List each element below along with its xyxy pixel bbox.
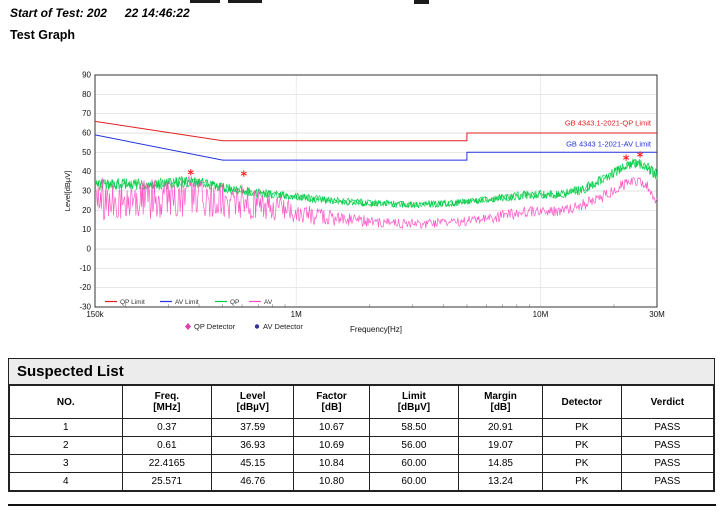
y-tick-label: 0: [87, 245, 92, 254]
table-cell: 0.61: [121, 436, 213, 455]
trace-av: [94, 175, 658, 230]
table-cell: 45.15: [211, 454, 295, 473]
table-cell: 14.85: [458, 454, 543, 473]
table-cell: PASS: [620, 418, 715, 437]
test-graph-heading: Test Graph: [10, 28, 76, 42]
legend-label: AV: [264, 299, 273, 306]
suspected-list-title: Suspected List: [9, 359, 714, 385]
x-tick-label: 1M: [291, 310, 302, 319]
start-of-test-time: 22 14:46:22: [124, 6, 190, 20]
y-tick-label: 30: [82, 187, 91, 196]
x-tick-label: 30M: [649, 310, 665, 319]
table-cell: PK: [541, 472, 622, 491]
table-row: 4 25.571 46.76 10.80 60.00 13.24 PK PASS: [9, 472, 715, 491]
table-cell: 60.00: [368, 454, 460, 473]
legend-label: QP: [230, 299, 239, 306]
x-tick-label: 150k: [86, 310, 104, 319]
legend-label: QP Limit: [120, 299, 145, 306]
table-cell: 2: [9, 436, 123, 455]
y-tick-label: 90: [82, 71, 91, 80]
table-header: NO. Freq. [MHz] Level [dBµV] Factor [dB] Limit[…: [9, 385, 715, 419]
av-detector-marker-icon: [254, 324, 260, 329]
cropped-text-artifact: [414, 0, 429, 4]
table-cell: 0.37: [121, 418, 213, 437]
suspected-list-table: NO. Freq. [MHz] Level [dBµV] Factor [dB] Limit[…: [9, 385, 715, 491]
limit-label: GB 4343.1-2021-QP Limit: [565, 118, 652, 127]
x-axis-title: Frequency[Hz]: [350, 325, 402, 334]
column-header: Verdict: [620, 385, 715, 419]
marker-asterisk: [623, 154, 630, 161]
table-cell: PK: [541, 454, 622, 473]
column-header: Level [dBµV]: [211, 385, 295, 419]
limit-line: [94, 134, 657, 161]
y-tick-label: 60: [82, 129, 91, 138]
plot-border: [94, 74, 658, 308]
table-cell: 13.24: [458, 472, 543, 491]
y-tick-label: 40: [82, 167, 91, 176]
legend-label: AV Limit: [175, 299, 199, 306]
y-tick-label: 50: [82, 148, 91, 157]
trace-qp: [94, 159, 658, 209]
table-cell: 4: [9, 472, 123, 491]
y-tick-label: -10: [79, 264, 91, 273]
header-row: NO. Freq. [MHz] Level [dBµV] Factor [dB] Limit[…: [9, 385, 715, 419]
table-row: 1 0.37 37.59 10.67 58.50 20.91 PK PASS: [9, 418, 715, 437]
table-cell: 46.76: [211, 472, 295, 491]
cropped-text-artifact: [228, 0, 262, 3]
qp-detector-marker-icon: [185, 323, 191, 330]
table-cell: 60.00: [368, 472, 460, 491]
column-header: Margin [dB]: [458, 385, 543, 419]
emission-chart: -30 -20 -10 0 10 20 30 40 50 60 70 80 90 150k 1M 10M 30M…: [63, 71, 665, 335]
table-body: 1 0.37 37.59 10.67 58.50 20.91 PK PASS 2 0.61 36.9…: [9, 418, 715, 491]
marker-asterisk: [187, 169, 194, 176]
limit-label: GB 4343 1-2021-AV Limit: [566, 140, 652, 149]
table-cell: 10.69: [293, 436, 370, 455]
trace-qp: [94, 157, 658, 209]
y-tick-label: 80: [82, 90, 91, 99]
y-tick-label: -20: [79, 283, 91, 292]
cropped-text-artifact: [190, 0, 220, 3]
marker-asterisk: [240, 170, 247, 177]
table-cell: PASS: [620, 454, 715, 473]
y-axis-title: Level[dBµV]: [63, 171, 72, 212]
table-cell: 10.67: [293, 418, 370, 437]
table-cell: 10.80: [293, 472, 370, 491]
table-cell: 56.00: [368, 436, 460, 455]
column-header: Detector: [541, 385, 622, 419]
table-cell: 20.91: [458, 418, 543, 437]
table-cell: 10.84: [293, 454, 370, 473]
limit-line: [94, 120, 657, 142]
table-cell: PASS: [620, 472, 715, 491]
marker-asterisk: [637, 151, 644, 158]
table-cell: PASS: [620, 436, 715, 455]
table-cell: PK: [541, 418, 622, 437]
detector-legend-label: AV Detector: [263, 322, 303, 331]
table-cell: PK: [541, 436, 622, 455]
table-row: 2 0.61 36.93 10.69 56.00 19.07 PK PASS: [9, 436, 715, 455]
y-tick-label: -30: [79, 303, 91, 312]
y-tick-label: 20: [82, 206, 91, 215]
column-header: Freq. [MHz]: [121, 385, 213, 419]
y-tick-label: 70: [82, 109, 91, 118]
start-of-test-line: Start of Test: 202 22 14:46:22: [10, 6, 190, 20]
table-cell: 19.07: [458, 436, 543, 455]
table-cell: 37.59: [211, 418, 295, 437]
table-row: 3 22.4165 45.15 10.84 60.00 14.85 PK PASS: [9, 454, 715, 473]
x-tick-label: 10M: [533, 310, 549, 319]
column-header: Limit [dBµV]: [368, 385, 460, 419]
table-cell: 22.4165: [121, 454, 213, 473]
start-of-test-label: Start of Test: 202: [10, 6, 107, 20]
table-cell: 1: [9, 418, 123, 437]
y-tick-label: 10: [82, 225, 91, 234]
table-cell: 25.571: [121, 472, 213, 491]
detector-legend-label: QP Detector: [194, 322, 236, 331]
column-header: NO.: [9, 385, 123, 419]
table-cell: 58.50: [368, 418, 460, 437]
table-cell: 36.93: [211, 436, 295, 455]
table-cell: 3: [9, 454, 123, 473]
column-header: Factor [dB]: [293, 385, 370, 419]
suspected-list-section: Suspected List NO. Freq. [MHz] Level [dBµV] F…: [8, 358, 715, 492]
page-divider: [8, 504, 716, 506]
